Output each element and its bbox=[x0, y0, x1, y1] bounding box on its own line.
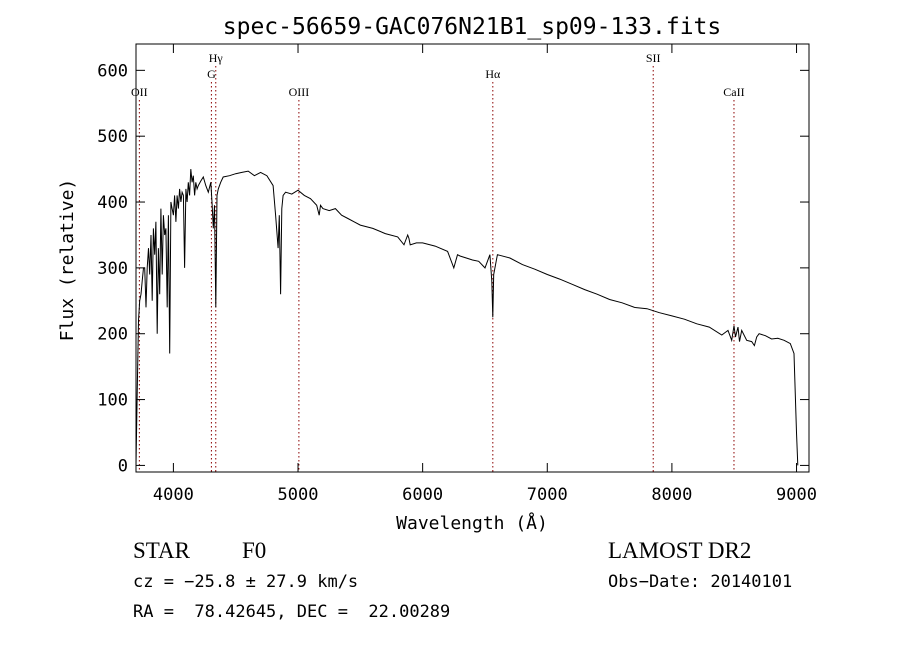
object-class: STAR bbox=[133, 538, 190, 563]
survey-name: LAMOST DR2 bbox=[608, 538, 752, 563]
plot-frame bbox=[135, 43, 810, 473]
emission-line-markers: OII Hγ G OIII Hα SII CaII bbox=[131, 51, 745, 472]
y-tick-label: 300 bbox=[97, 259, 128, 279]
line-marker-label: Hα bbox=[485, 67, 501, 81]
x-axis: 4000 5000 6000 7000 8000 9000 bbox=[153, 44, 817, 505]
y-tick-label: 200 bbox=[97, 325, 128, 345]
redshift-velocity: cz = −25.8 ± 27.9 km/s bbox=[133, 572, 359, 592]
x-tick-label: 9000 bbox=[776, 485, 817, 505]
line-marker-label: CaII bbox=[723, 85, 744, 99]
observation-date: Obs−Date: 20140101 bbox=[608, 572, 793, 592]
spectrum-line bbox=[135, 169, 799, 466]
chart-title: spec-56659-GAC076N21B1_sp09-133.fits bbox=[223, 14, 722, 40]
y-axis-label: Flux (relative) bbox=[57, 179, 78, 342]
x-tick-label: 7000 bbox=[527, 485, 568, 505]
object-subclass: F0 bbox=[242, 538, 267, 563]
x-tick-label: 8000 bbox=[651, 485, 692, 505]
y-tick-label: 600 bbox=[97, 61, 128, 81]
x-tick-label: 5000 bbox=[278, 485, 319, 505]
y-tick-label: 0 bbox=[118, 456, 128, 476]
x-tick-label: 6000 bbox=[402, 485, 443, 505]
y-tick-label: 100 bbox=[97, 391, 128, 411]
y-axis: 0 100 200 300 400 500 600 bbox=[97, 61, 809, 476]
line-marker-label: G bbox=[207, 67, 216, 81]
y-tick-label: 400 bbox=[97, 193, 128, 213]
line-marker-label: SII bbox=[646, 51, 661, 65]
sky-coordinates: RA = 78.42645, DEC = 22.00289 bbox=[133, 602, 451, 622]
y-tick-label: 500 bbox=[97, 127, 128, 147]
line-marker-label: Hγ bbox=[209, 51, 224, 65]
line-marker-label: OII bbox=[131, 85, 148, 99]
x-axis-label: Wavelength (Å) bbox=[396, 512, 548, 534]
line-marker-label: OIII bbox=[289, 85, 310, 99]
x-tick-label: 4000 bbox=[153, 485, 194, 505]
